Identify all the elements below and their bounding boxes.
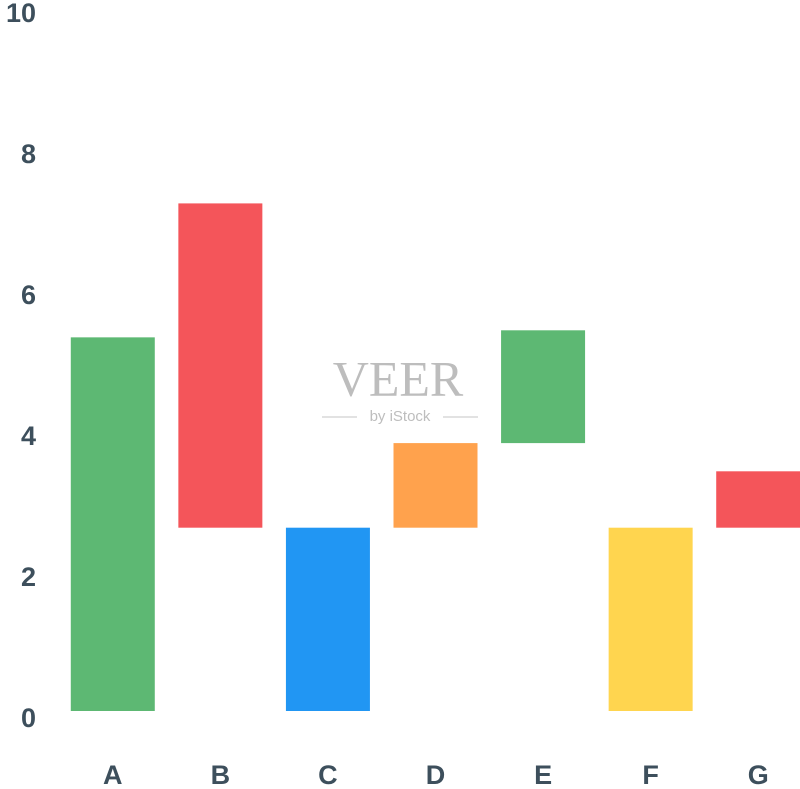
bar [608,527,693,711]
y-tick-label: 4 [21,421,36,451]
x-tick-label: F [642,760,659,789]
bar [70,337,155,711]
y-tick-label: 0 [21,703,36,733]
bar [716,471,800,528]
watermark-subtitle: by iStock [370,408,431,425]
watermark-title: VEER [333,350,464,406]
x-tick-label: C [318,760,338,789]
x-tick-label: G [748,760,769,789]
x-tick-label: A [103,760,123,789]
bar [501,330,586,444]
bar [393,443,478,528]
bar [178,203,263,528]
y-tick-label: 6 [21,280,36,310]
y-tick-label: 8 [21,139,36,169]
x-tick-label: B [211,760,231,789]
bar [285,527,370,711]
x-tick-label: D [426,760,446,789]
y-tick-label: 2 [21,562,36,592]
watermark: VEER by iStock [322,350,478,425]
y-tick-label: 10 [6,0,36,28]
x-tick-label: E [534,760,552,789]
